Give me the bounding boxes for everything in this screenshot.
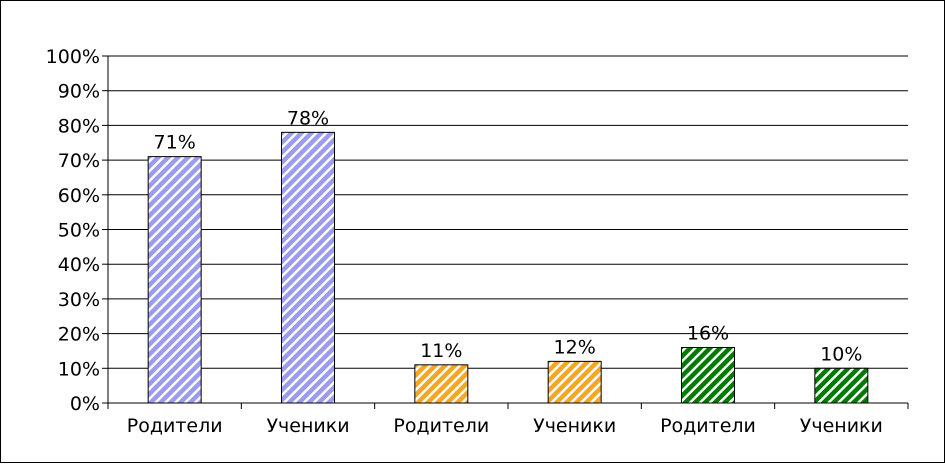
bar-4 <box>547 360 602 404</box>
bar-value-label: 16% <box>687 322 729 344</box>
y-tick-label: 100% <box>46 46 100 68</box>
x-category-label: Родители <box>393 415 489 437</box>
y-tick-label: 90% <box>58 81 100 103</box>
bar-3 <box>414 364 469 404</box>
y-tick-label: 30% <box>58 289 100 311</box>
bar-value-label: 78% <box>287 107 329 129</box>
x-category-label: Родители <box>660 415 756 437</box>
bar-value-label: 71% <box>154 132 196 154</box>
bar-1 <box>147 156 202 404</box>
y-tick-label: 20% <box>58 324 100 346</box>
grid-lines <box>108 55 908 404</box>
y-tick-label: 70% <box>58 150 100 172</box>
y-tick-label: 60% <box>58 185 100 207</box>
x-category-label: Ученики <box>800 415 883 437</box>
bar-value-label: 12% <box>554 336 596 358</box>
y-tick-label: 80% <box>58 115 100 137</box>
x-category-label: Ученики <box>266 415 349 437</box>
y-tick-label: 10% <box>58 358 100 380</box>
x-category-label: Родители <box>127 415 223 437</box>
axes <box>102 55 909 409</box>
y-tick-label: 40% <box>58 254 100 276</box>
bar-2 <box>281 131 335 404</box>
bars <box>147 131 869 404</box>
bar-value-label: 10% <box>820 343 862 365</box>
x-category-label: Ученики <box>533 415 616 437</box>
bar-5 <box>681 346 735 404</box>
labels: 0% 10% 20% 30% 40% 50% 60% 70% 80% 90% 100% 71% Роди… <box>46 46 883 437</box>
y-tick-label: 0% <box>70 393 100 415</box>
bar-6 <box>814 367 869 404</box>
y-tick-label: 50% <box>58 220 100 242</box>
bar-value-label: 11% <box>420 340 462 362</box>
